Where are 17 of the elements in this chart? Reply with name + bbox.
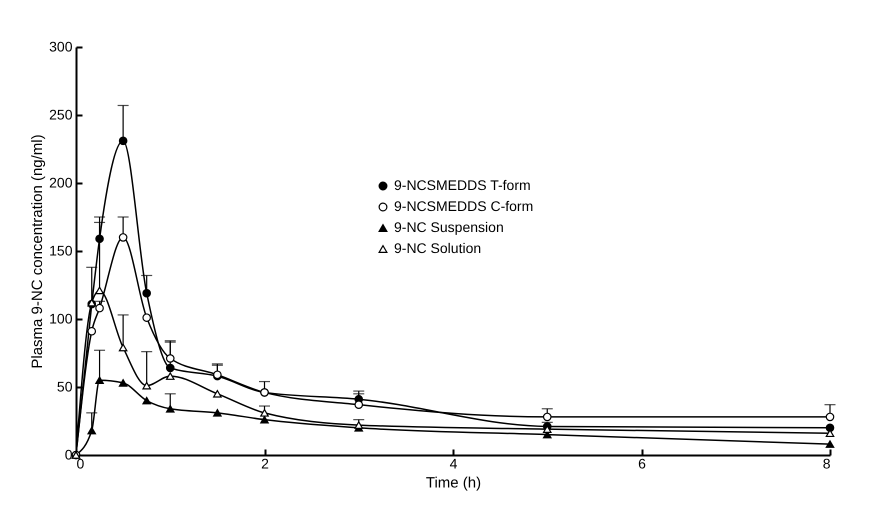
legend-label: 9-NCSMEDDS C-form [394,198,534,214]
x-tick-label: 2 [261,456,270,472]
x-axis-title: Time (h) [426,474,482,492]
x-tick-label: 8 [822,456,831,472]
legend-label: 9-NC Suspension [394,219,504,235]
y-tick-label: 100 [49,310,73,326]
y-tick-label: 300 [49,38,73,54]
x-tick-label: 6 [638,456,646,472]
legend-label: 9-NC Solution [394,240,482,256]
x-tick-label: 4 [450,456,458,472]
y-tick-label: 50 [56,378,73,394]
y-tick-label: 250 [49,106,73,122]
y-tick-label: 200 [49,174,73,190]
x-tick-label: 0 [76,456,84,472]
legend-label: 9-NCSMEDDS T-form [394,177,531,193]
y-tick-label: 150 [49,242,73,258]
y-axis-title: Plasma 9-NC concentration (ng/ml) [29,134,46,369]
